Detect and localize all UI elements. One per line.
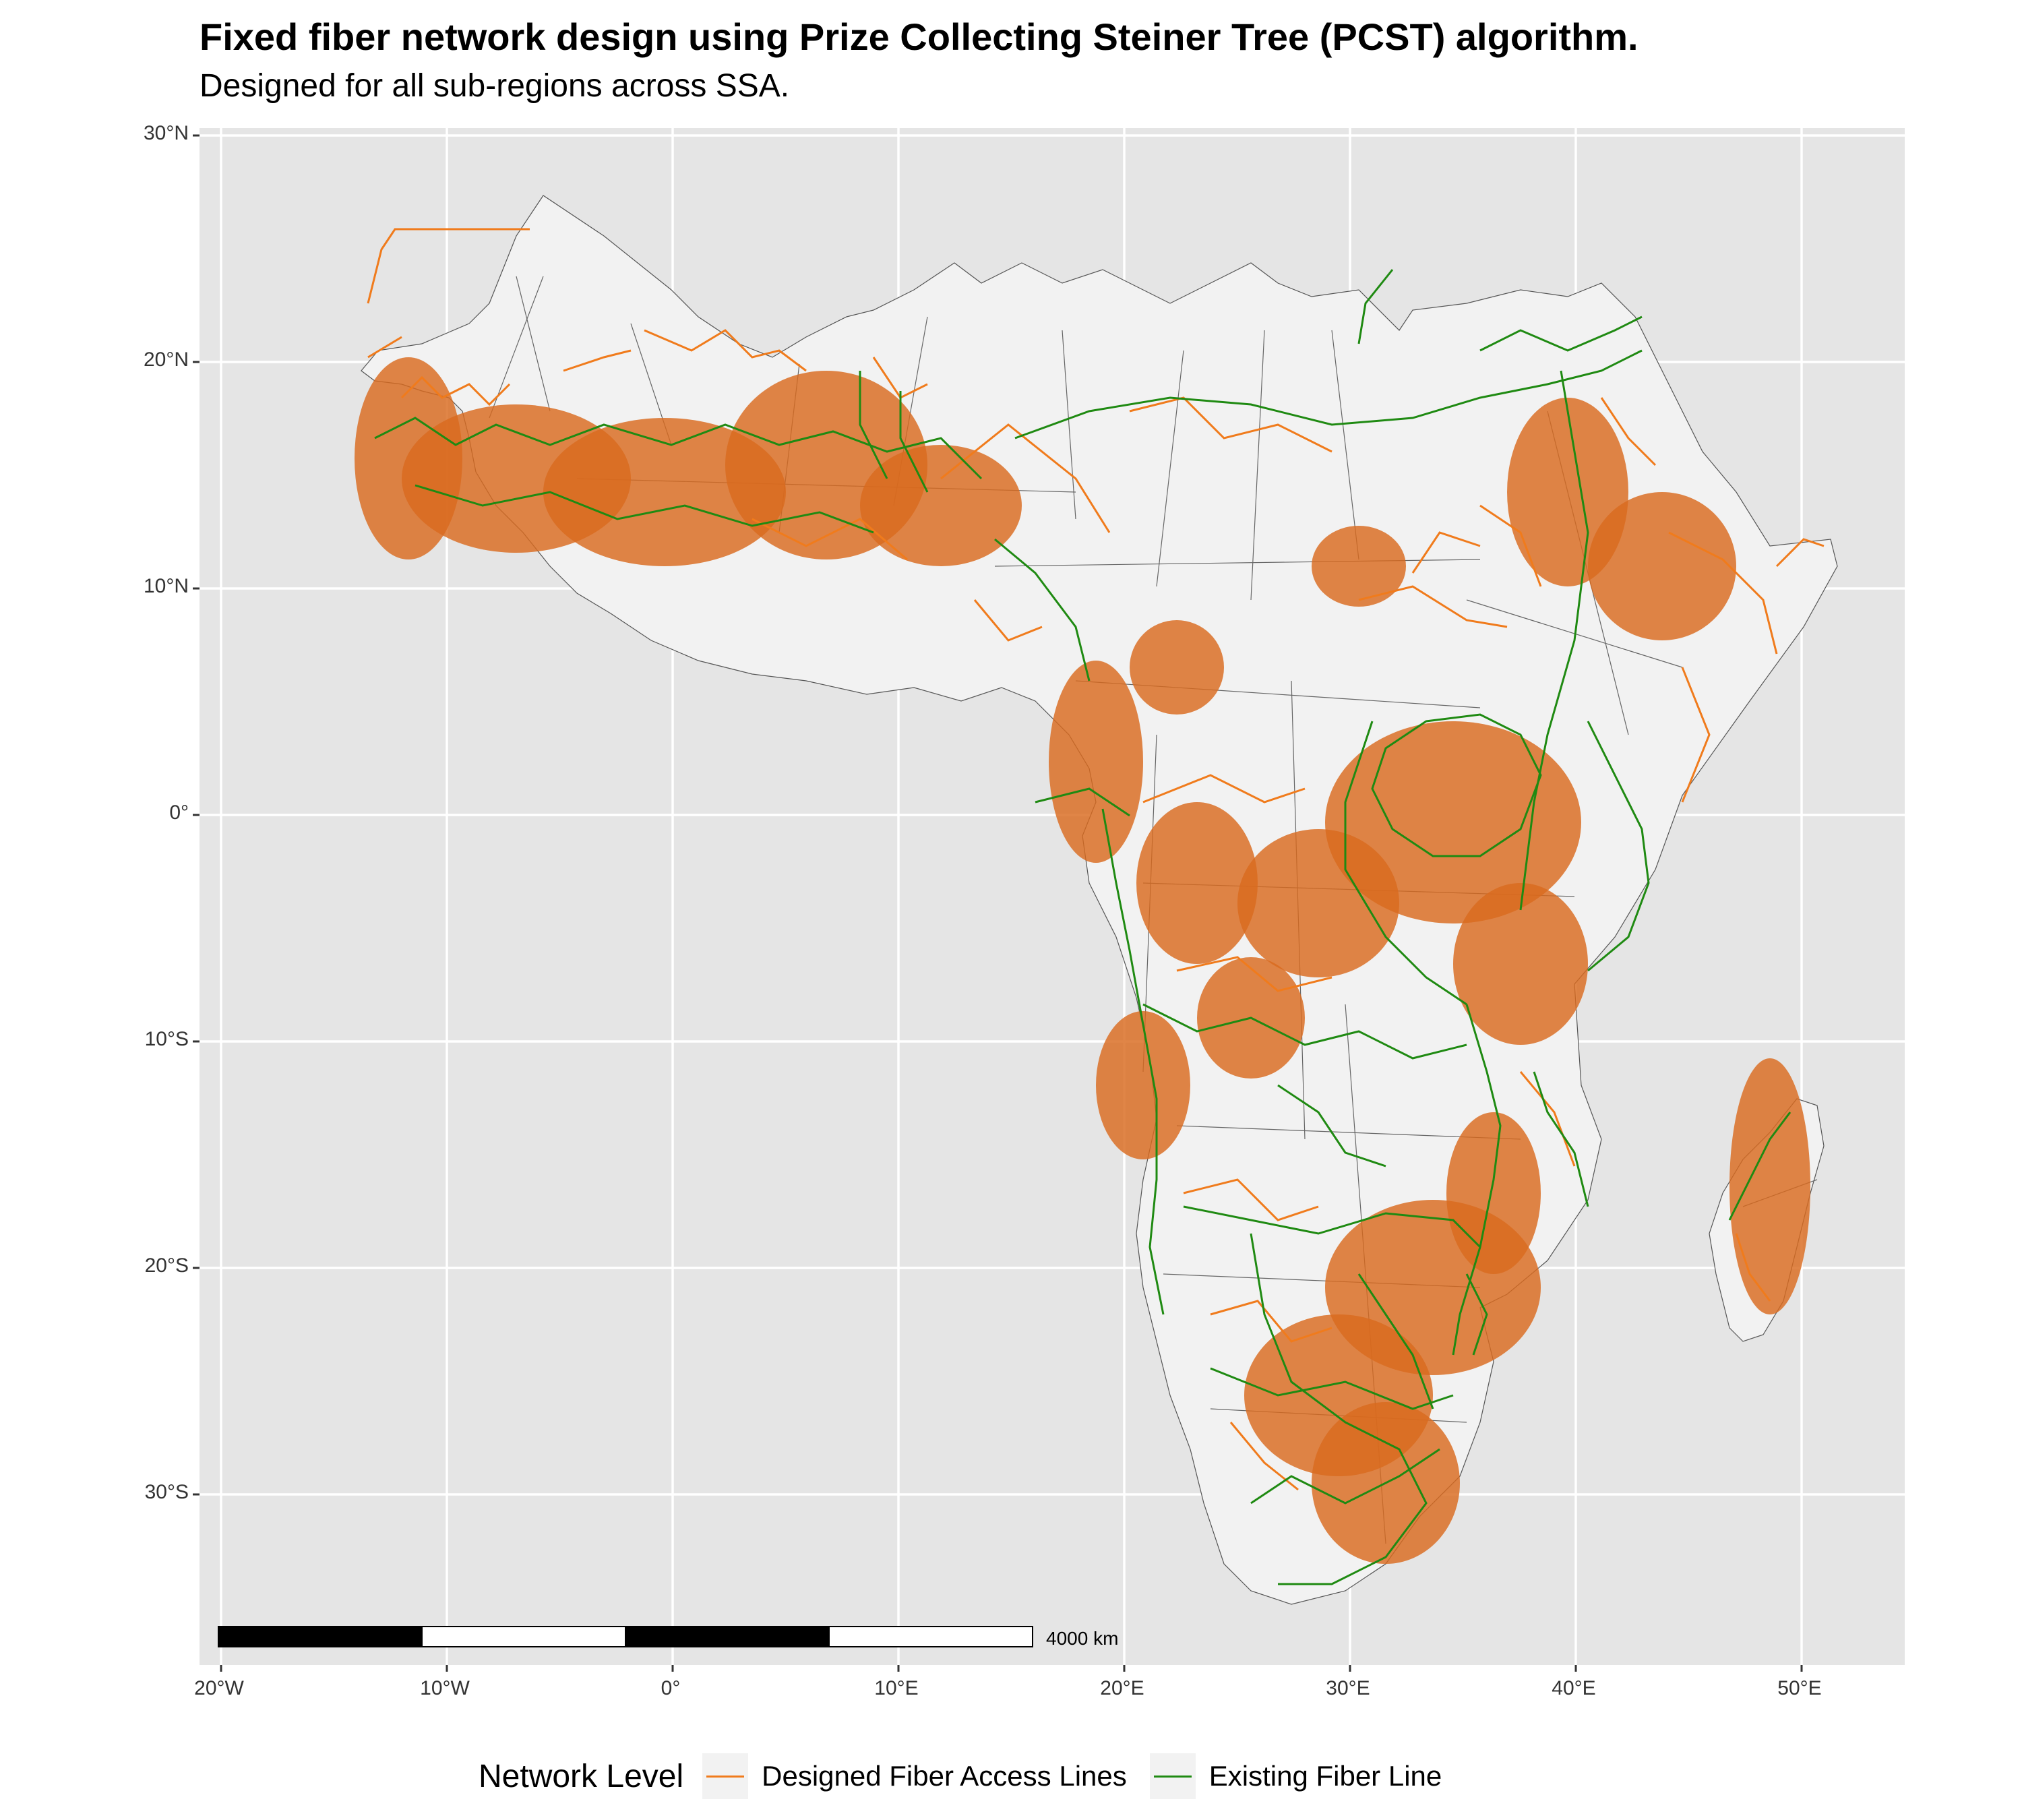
designed-fiber-lines	[367, 228, 1825, 1491]
x-label-20w: 20°W	[194, 1677, 244, 1699]
legend: Network Level Designed Fiber Access Line…	[479, 1749, 1465, 1803]
scale-bar-label: 4000 km	[1046, 1628, 1118, 1649]
designed-fiber-clusters	[355, 357, 1810, 1564]
y-label-10n: 10°N	[143, 575, 189, 597]
x-label-50e: 50°E	[1777, 1677, 1822, 1699]
y-label-20n: 20°N	[143, 348, 189, 371]
x-label-10w: 10°W	[420, 1677, 470, 1699]
legend-title: Network Level	[479, 1758, 684, 1794]
legend-label-designed: Designed Fiber Access Lines	[762, 1760, 1127, 1792]
scale-bar	[218, 1626, 1033, 1647]
map-title: Fixed fiber network design using Prize C…	[200, 16, 1638, 58]
y-label-30n: 30°N	[143, 122, 189, 144]
y-label-10s: 10°S	[144, 1028, 189, 1050]
x-label-10e: 10°E	[874, 1677, 919, 1699]
existing-fiber-lines	[374, 269, 1791, 1585]
x-label-30e: 30°E	[1326, 1677, 1370, 1699]
map-subtitle: Designed for all sub-regions across SSA.	[200, 68, 790, 104]
map-canvas: 4000 km	[200, 128, 1905, 1665]
y-label-0: 0°	[169, 801, 189, 824]
map-panel: 4000 km	[200, 128, 1905, 1665]
y-label-30s: 30°S	[144, 1481, 189, 1503]
x-label-20e: 20°E	[1100, 1677, 1144, 1699]
y-label-20s: 20°S	[144, 1254, 189, 1277]
x-label-0: 0°	[661, 1677, 681, 1699]
legend-label-existing: Existing Fiber Line	[1208, 1760, 1442, 1792]
legend-key-designed	[702, 1753, 749, 1799]
x-label-40e: 40°E	[1552, 1677, 1596, 1699]
legend-key-existing	[1149, 1753, 1196, 1799]
